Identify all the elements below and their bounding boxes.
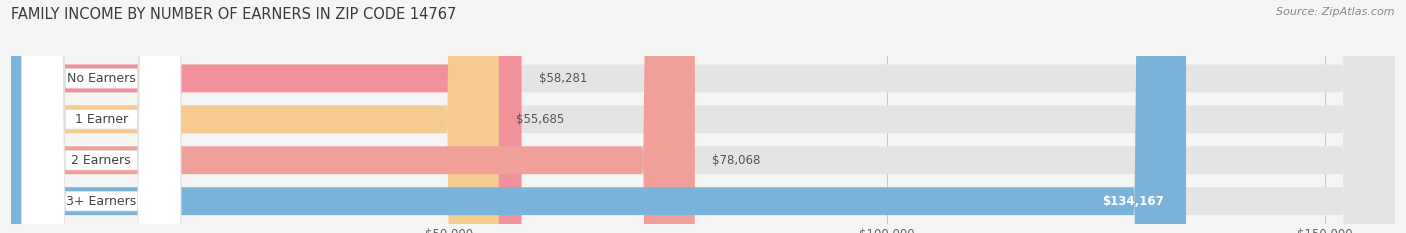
Text: Source: ZipAtlas.com: Source: ZipAtlas.com [1277, 7, 1395, 17]
Text: $134,167: $134,167 [1102, 195, 1164, 208]
FancyBboxPatch shape [11, 0, 1395, 233]
FancyBboxPatch shape [21, 0, 181, 233]
Text: 1 Earner: 1 Earner [75, 113, 128, 126]
FancyBboxPatch shape [11, 0, 522, 233]
Text: FAMILY INCOME BY NUMBER OF EARNERS IN ZIP CODE 14767: FAMILY INCOME BY NUMBER OF EARNERS IN ZI… [11, 7, 457, 22]
Text: $55,685: $55,685 [516, 113, 565, 126]
Text: No Earners: No Earners [67, 72, 136, 85]
FancyBboxPatch shape [21, 0, 181, 233]
FancyBboxPatch shape [21, 0, 181, 233]
Text: $78,068: $78,068 [713, 154, 761, 167]
FancyBboxPatch shape [11, 0, 499, 233]
FancyBboxPatch shape [11, 0, 1395, 233]
FancyBboxPatch shape [11, 0, 1187, 233]
FancyBboxPatch shape [11, 0, 1395, 233]
FancyBboxPatch shape [11, 0, 695, 233]
Text: $58,281: $58,281 [538, 72, 588, 85]
FancyBboxPatch shape [21, 0, 181, 233]
FancyBboxPatch shape [11, 0, 1395, 233]
Text: 2 Earners: 2 Earners [72, 154, 131, 167]
Text: 3+ Earners: 3+ Earners [66, 195, 136, 208]
